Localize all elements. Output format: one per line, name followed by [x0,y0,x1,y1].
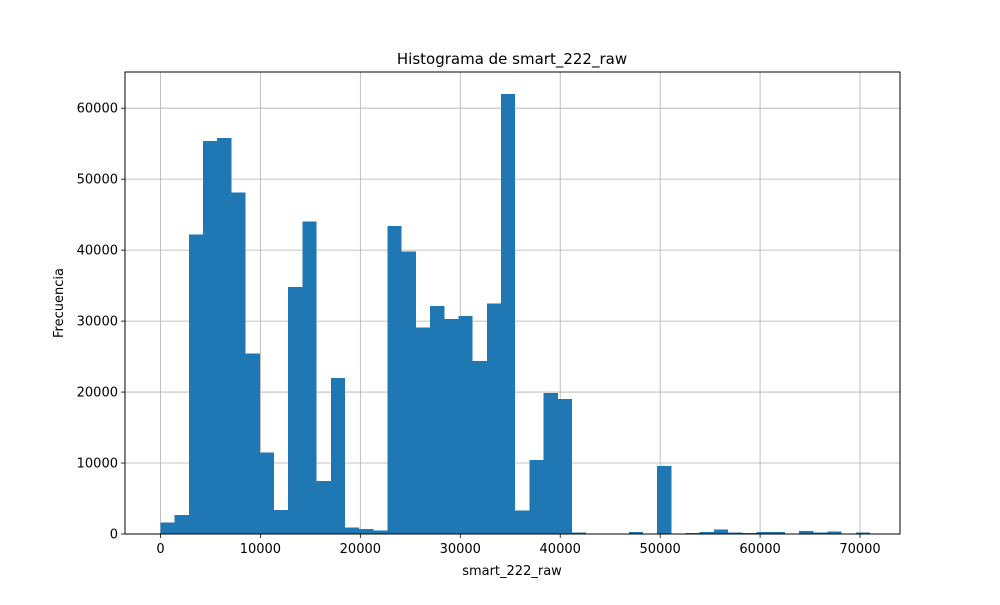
histogram-bar [316,480,331,534]
histogram-bar [259,452,275,534]
x-axis-ticks: 0 10000 20000 30000 40000 50000 60000 70000 [156,534,881,557]
histogram-bar [430,306,445,534]
y-tick-label: 0 [110,528,118,543]
chart-title: Histograma de smart_222_raw [397,50,627,69]
histogram-bar [373,530,388,534]
histogram-bar [231,192,246,535]
histogram-bar [855,532,871,534]
histogram-bar [529,460,544,534]
histogram-bar [401,251,416,534]
y-tick-label: 60000 [77,102,118,117]
x-tick-label: 70000 [839,542,880,557]
histogram-bar [728,532,743,534]
x-tick-label: 60000 [739,542,780,557]
y-tick-label: 30000 [77,315,118,330]
histogram-bar [415,327,431,534]
histogram-bar [770,531,785,534]
histogram-bar [486,303,502,534]
histogram-bar [344,527,360,534]
histogram-bar [330,377,345,534]
histogram-bar [359,529,374,534]
histogram-bar [288,287,303,534]
y-tick-label: 40000 [77,244,118,259]
histogram-bar [713,529,729,534]
histogram-bar [274,509,289,534]
histogram-bar [827,531,842,534]
x-tick-label: 30000 [440,542,481,557]
histogram-bar [699,531,714,534]
axes-border [124,71,901,535]
histogram-bar [302,221,317,534]
histogram-bar [813,532,828,534]
x-tick-label: 50000 [639,542,680,557]
x-tick-label: 20000 [340,542,381,557]
histogram-bars [160,94,871,535]
y-tick-label: 50000 [77,173,118,188]
y-tick-label: 10000 [77,457,118,472]
histogram-bar [444,318,459,534]
histogram-bar [628,531,643,534]
histogram-bar [188,234,204,535]
y-axis-label: Frecuencia [52,268,67,338]
y-tick-label: 20000 [77,386,118,401]
axes-frame [124,71,901,535]
histogram-bar [572,532,587,534]
x-tick-label: 0 [156,542,164,557]
histogram-bar [245,353,260,534]
histogram-bar [387,226,402,534]
histogram-bar [160,522,175,534]
histogram-bar [685,532,700,534]
histogram-bar [203,140,218,534]
x-tick-label: 10000 [240,542,281,557]
x-tick-label: 40000 [540,542,581,557]
x-axis-label: smart_222_raw [462,564,562,579]
histogram-bar [557,399,573,534]
histogram-bar [458,316,473,534]
histogram-bar [515,510,530,534]
y-axis-ticks: 0 10000 20000 30000 40000 50000 60000 [77,102,125,543]
histogram-bar [657,465,672,534]
histogram-bar [501,94,516,534]
histogram-bar [742,532,757,534]
histogram-bar [472,360,487,534]
histogram-bar [799,531,814,534]
histogram-bar [174,514,189,534]
histogram-bar [756,531,771,534]
histogram-bar [543,392,558,534]
histogram-bar [217,138,232,534]
